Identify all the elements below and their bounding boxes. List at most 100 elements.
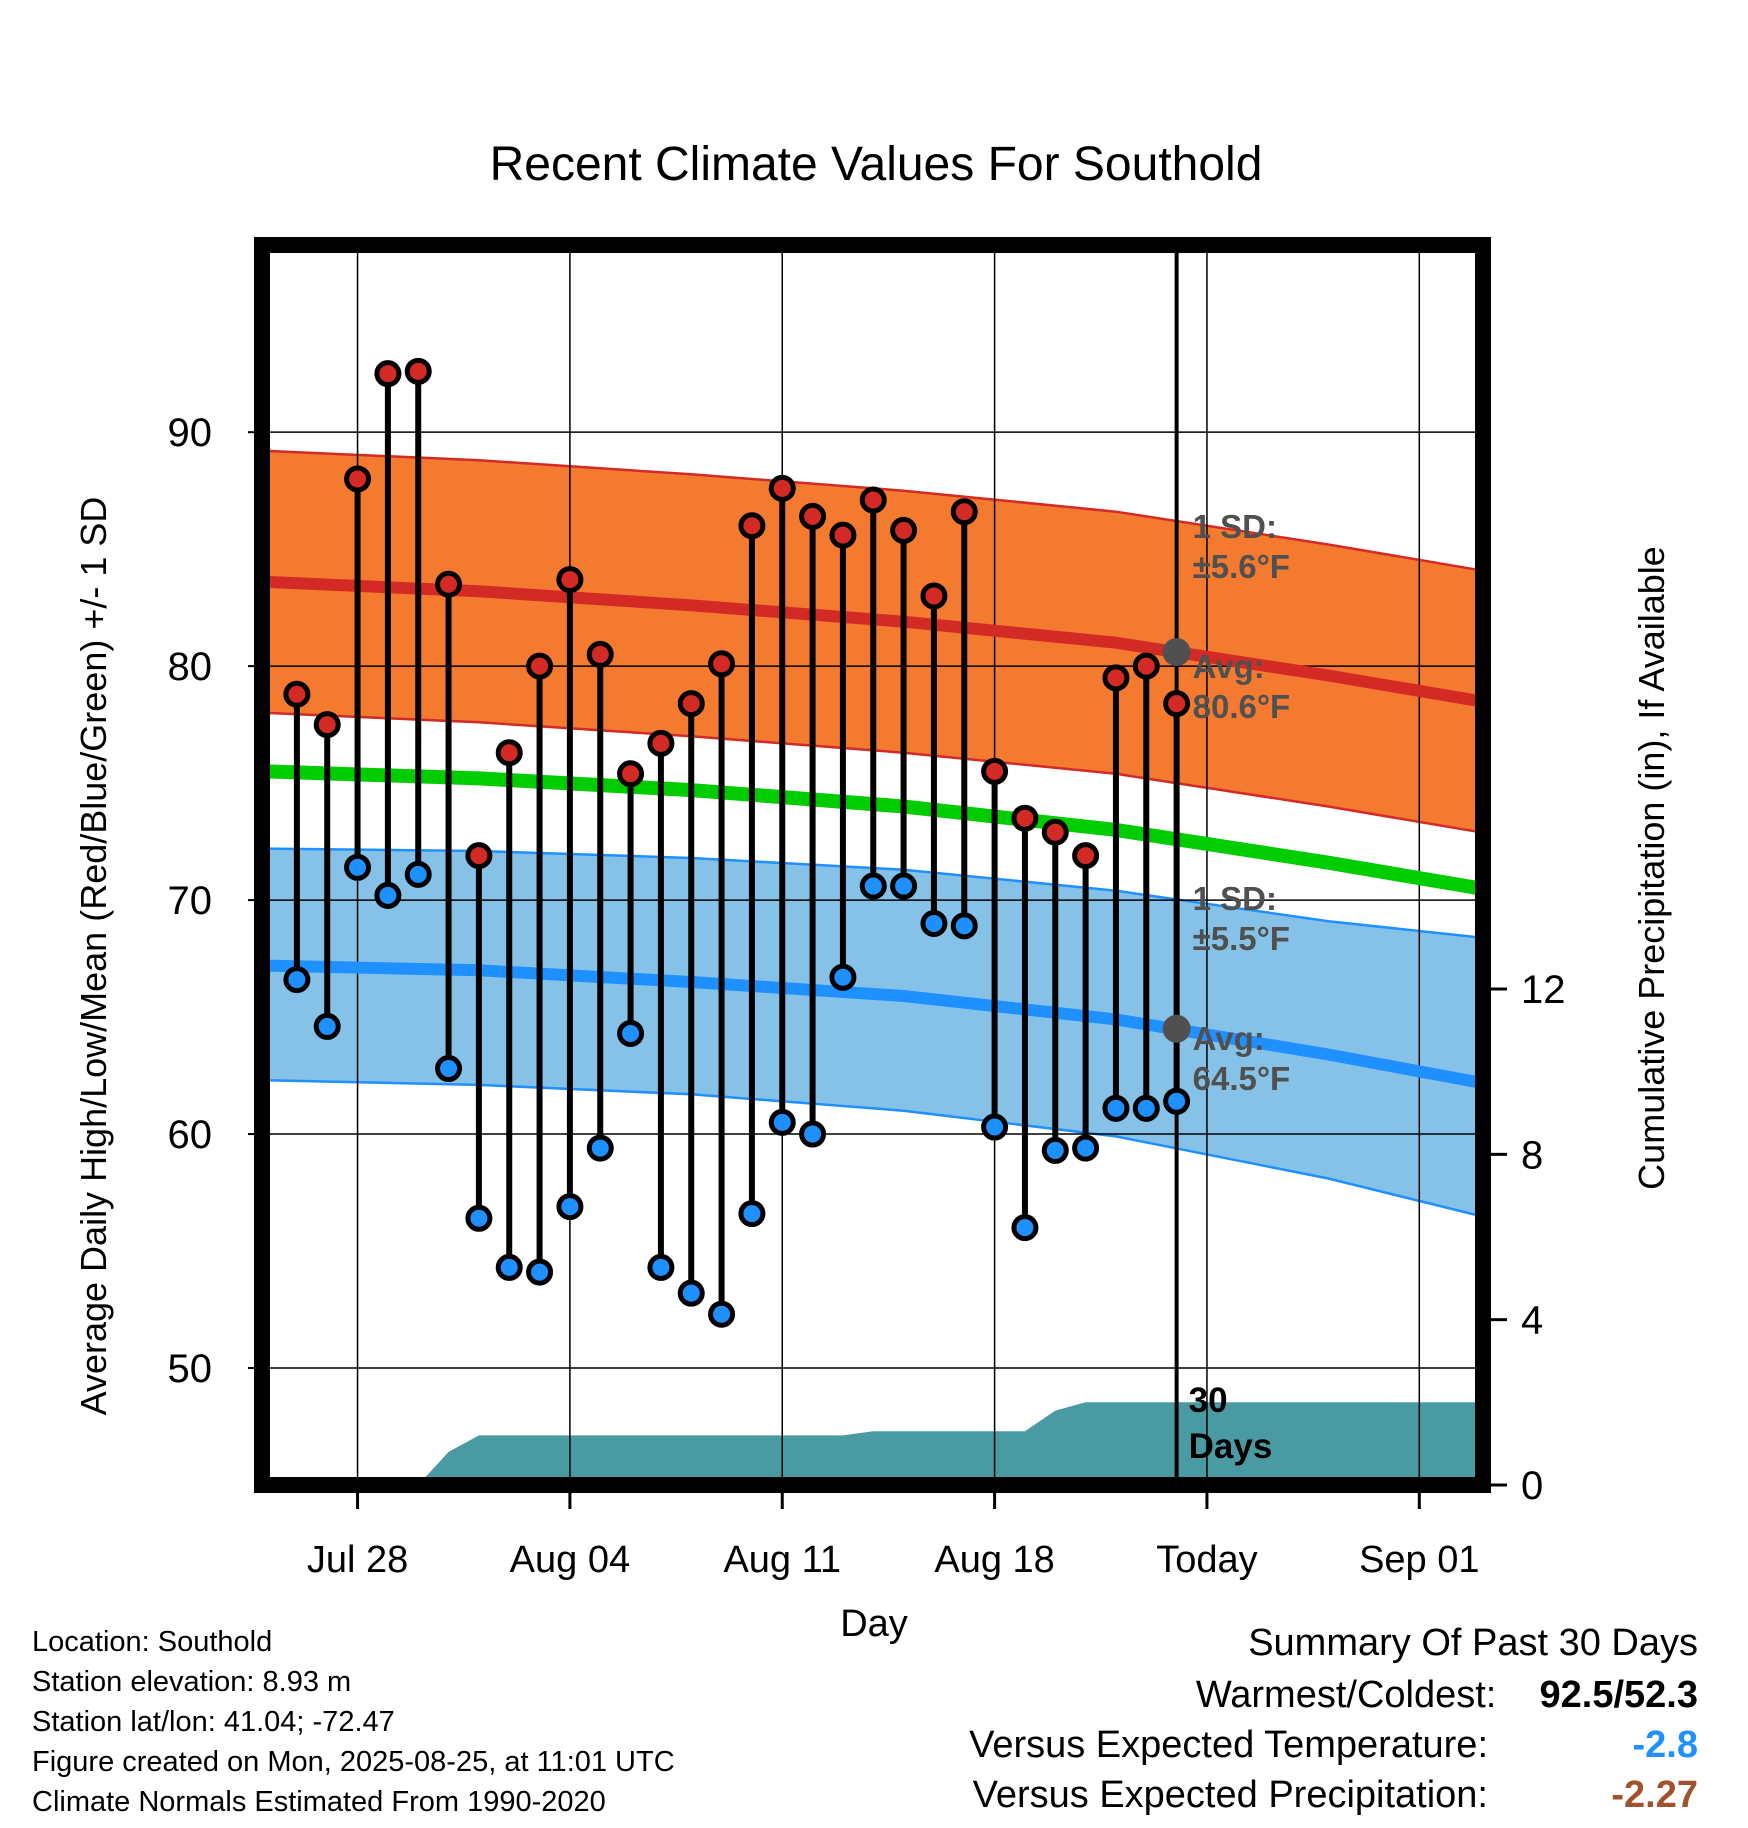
daily-low-point <box>1072 1134 1100 1162</box>
summary-precip-value: -2.27 <box>1611 1774 1698 1816</box>
daily-low-point <box>283 966 311 994</box>
daily-high-point <box>435 570 463 598</box>
daily-low-point <box>799 1120 827 1148</box>
low-avg-value: 64.5°F <box>1193 1060 1291 1097</box>
daily-high-point <box>708 650 736 678</box>
daily-low-point <box>1132 1094 1160 1122</box>
daily-high-point <box>283 680 311 708</box>
daily-high-point <box>768 474 796 502</box>
daily-low-point <box>647 1253 675 1281</box>
daily-low-point <box>768 1108 796 1136</box>
low-avg-label: Avg: <box>1193 1020 1265 1057</box>
daily-low-point <box>708 1300 736 1328</box>
y-tick-label-right: 0 <box>1521 1464 1543 1508</box>
daily-low-point <box>920 909 948 937</box>
daily-high-point <box>465 842 493 870</box>
low-sd-value: ±5.5°F <box>1193 920 1290 957</box>
daily-low-point <box>829 963 857 991</box>
daily-high-point <box>526 652 554 680</box>
daily-high-point <box>1072 842 1100 870</box>
daily-low-point <box>890 872 918 900</box>
summary-heading: Summary Of Past 30 Days <box>1248 1622 1698 1664</box>
daily-high-point <box>829 521 857 549</box>
y-tick-label-left: 60 <box>168 1113 213 1157</box>
daily-high-point <box>313 711 341 739</box>
daily-low-point <box>313 1012 341 1040</box>
daily-high-point <box>950 498 978 526</box>
daily-high-point <box>374 360 402 388</box>
daily-low-point <box>404 860 432 888</box>
daily-low-point <box>1041 1136 1069 1164</box>
x-tick-label: Aug 04 <box>510 1539 630 1581</box>
daily-low-point <box>1011 1214 1039 1242</box>
daily-low-point <box>677 1279 705 1307</box>
high-avg-label: Avg: <box>1193 648 1265 685</box>
info-elevation: Station elevation: 8.93 m <box>32 1666 352 1698</box>
y-tick-label-left: 80 <box>168 645 213 689</box>
daily-high-point <box>738 512 766 540</box>
x-tick-label: Aug 11 <box>723 1539 841 1581</box>
x-tick-label: Aug 18 <box>934 1539 1054 1581</box>
daily-low-point <box>465 1204 493 1232</box>
precip-days-label: 30 <box>1189 1381 1228 1420</box>
daily-low-point <box>738 1200 766 1228</box>
summary-temp-label: Versus Expected Temperature: <box>969 1724 1488 1766</box>
y-tick-label-right: 4 <box>1521 1299 1543 1343</box>
daily-low-point <box>556 1193 584 1221</box>
high-sd-value: ±5.6°F <box>1193 548 1290 585</box>
daily-high-point <box>617 760 645 788</box>
x-axis-label: Day <box>840 1603 908 1645</box>
daily-high-point <box>556 566 584 594</box>
high-plus-sd-line <box>266 449 1481 572</box>
daily-high-point <box>1132 652 1160 680</box>
y-tick-label-left: 90 <box>168 411 213 455</box>
high-avg-value: 80.6°F <box>1193 688 1291 725</box>
daily-low-point <box>859 872 887 900</box>
daily-low-point <box>617 1019 645 1047</box>
daily-high-point <box>404 357 432 385</box>
daily-high-point <box>677 690 705 718</box>
x-tick-label: Sep 01 <box>1359 1539 1479 1581</box>
daily-high-point <box>344 465 372 493</box>
daily-low-point <box>981 1113 1009 1141</box>
chart-title: Recent Climate Values For Southold <box>490 138 1263 191</box>
daily-low-point <box>586 1134 614 1162</box>
daily-high-point <box>495 739 523 767</box>
daily-high-point <box>981 757 1009 785</box>
high-sd-label: 1 SD: <box>1193 508 1277 545</box>
daily-low-point <box>495 1253 523 1281</box>
daily-low-point <box>1163 1087 1191 1115</box>
summary-precip-label: Versus Expected Precipitation: <box>972 1774 1488 1816</box>
plot-frame <box>254 237 1491 1493</box>
today-high-avg-point <box>1162 638 1191 667</box>
y-axis-label-left: Average Daily High/Low/Mean (Red/Blue/Gr… <box>73 497 114 1416</box>
y-tick-label-left: 70 <box>168 879 213 923</box>
x-tick-label: Jul 28 <box>307 1539 408 1581</box>
daily-low-point <box>374 881 402 909</box>
daily-high-point <box>1102 664 1130 692</box>
daily-low-point <box>435 1055 463 1083</box>
daily-high-point <box>1163 690 1191 718</box>
daily-low-point <box>526 1258 554 1286</box>
warm-cold-separator: / <box>1613 1674 1625 1716</box>
daily-high-point <box>859 486 887 514</box>
info-normals: Climate Normals Estimated From 1990-2020 <box>32 1786 606 1818</box>
x-tick-label: Today <box>1156 1539 1257 1581</box>
daily-high-point <box>1011 804 1039 832</box>
daily-high-point <box>799 502 827 530</box>
y-tick-label-right: 12 <box>1521 968 1566 1012</box>
y-tick-label-right: 8 <box>1521 1133 1543 1177</box>
info-latlon: Station lat/lon: 41.04; -72.47 <box>32 1706 395 1738</box>
warmest-value: 92.5 <box>1539 1674 1614 1716</box>
info-created: Figure created on Mon, 2025-08-25, at 11… <box>32 1746 675 1778</box>
low-sd-label: 1 SD: <box>1193 880 1277 917</box>
daily-high-point <box>586 640 614 668</box>
y-axis-label-right: Cumulative Precipitation (in), If Availa… <box>1631 546 1672 1190</box>
precip-area <box>266 1402 1481 1485</box>
today-low-avg-point <box>1162 1014 1191 1043</box>
daily-high-point <box>1041 818 1069 846</box>
summary-warm-cold: Warmest/Coldest: 92.5/52.3 <box>1196 1674 1698 1717</box>
daily-high-point <box>890 516 918 544</box>
